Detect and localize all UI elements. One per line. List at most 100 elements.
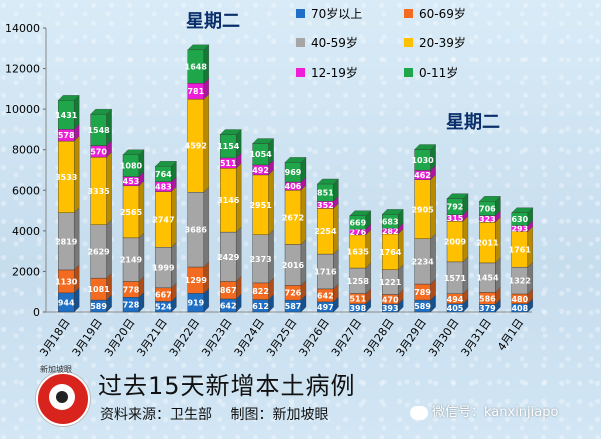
legend-swatch: [404, 68, 413, 77]
data-label: 470: [382, 295, 399, 304]
bar-top-face: [122, 149, 145, 155]
annotation-label: 星期二: [446, 112, 500, 133]
data-label: 1154: [217, 142, 240, 151]
data-label: 1299: [185, 276, 208, 285]
x-tick-label: 3月31日: [459, 316, 494, 359]
data-label: 789: [414, 288, 431, 297]
x-tick-label: 3月26日: [297, 316, 332, 359]
legend-swatch: [404, 9, 413, 18]
data-label: 379: [479, 304, 496, 313]
data-label: 1030: [411, 156, 434, 165]
data-label: 2009: [444, 238, 467, 247]
data-label: 667: [155, 291, 172, 300]
data-label: 453: [123, 177, 140, 186]
data-label: 293: [511, 224, 528, 233]
data-label: 919: [187, 299, 204, 308]
data-label: 706: [479, 204, 496, 213]
data-label: 1764: [379, 248, 402, 257]
data-label: 3335: [87, 187, 110, 196]
data-label: 726: [285, 289, 302, 298]
bar-top-face: [446, 193, 469, 199]
x-tick-label: 3月18日: [37, 316, 72, 359]
data-label: 2747: [152, 215, 174, 224]
bar-top-face: [479, 196, 501, 202]
data-label: 778: [123, 285, 140, 294]
data-label: 586: [479, 294, 496, 303]
data-label: 2629: [87, 247, 110, 256]
source-credit: 资料来源：卫生部: [100, 407, 212, 423]
data-label: 2149: [120, 256, 143, 265]
legend-label: 40-59岁: [311, 35, 358, 50]
bar-top-face: [57, 95, 80, 101]
data-label: 851: [317, 189, 334, 198]
y-tick-label: 10000: [5, 103, 40, 116]
data-label: 3686: [185, 226, 208, 235]
data-label: 480: [511, 295, 528, 304]
x-tick-label: 3月19日: [70, 316, 105, 359]
data-label: 4592: [185, 142, 207, 151]
annotation-label: 星期二: [186, 11, 240, 32]
data-label: 1322: [509, 277, 531, 286]
stacked-bar-chart: 0 2000 4000 6000 8000 10000 12000 14000 944 1130 2…: [5, 6, 534, 359]
data-label: 1081: [87, 285, 110, 294]
data-label: 728: [123, 301, 140, 310]
data-label: 969: [285, 168, 302, 177]
data-label: 323: [479, 215, 496, 224]
data-label: 2905: [411, 205, 434, 214]
x-tick-label: 3月29日: [394, 316, 429, 359]
data-label: 1548: [87, 126, 110, 135]
data-label: 2254: [314, 227, 337, 236]
data-label: 1054: [249, 150, 272, 159]
data-label: 3533: [55, 173, 77, 182]
data-label: 393: [382, 304, 399, 313]
data-label: 405: [447, 304, 464, 313]
data-label: 398: [349, 304, 366, 313]
data-label: 2016: [282, 261, 305, 270]
data-label: 2819: [55, 237, 78, 246]
legend-label: 20-39岁: [419, 35, 466, 50]
x-tick-label: 3月21日: [135, 316, 170, 359]
data-label: 612: [252, 302, 269, 311]
data-label: 492: [252, 166, 269, 175]
x-tick-label: 4月1日: [495, 316, 526, 353]
wechat-icon: [410, 405, 428, 420]
x-tick-label: 3月30日: [426, 316, 461, 359]
legend-label: 0-11岁: [419, 65, 458, 80]
bar-top-face: [317, 178, 339, 185]
bar-top-face: [381, 209, 404, 215]
y-tick-label: 14000: [5, 22, 40, 35]
legend-swatch: [404, 38, 413, 47]
data-label: 494: [447, 295, 464, 304]
data-label: 1635: [347, 247, 370, 256]
data-label: 1999: [152, 264, 175, 273]
y-tick-label: 4000: [12, 225, 40, 238]
data-label: 683: [382, 217, 399, 226]
y-tick-label: 12000: [5, 63, 40, 76]
bar-top-face: [349, 210, 372, 216]
data-label: 462: [414, 171, 431, 180]
data-label: 1716: [314, 267, 337, 276]
data-label: 764: [155, 170, 172, 179]
wechat-id: 微信号：kanxinjiapo: [410, 401, 558, 420]
y-tick-label: 2000: [12, 265, 40, 278]
bar-top-face: [284, 157, 307, 163]
data-label: 781: [187, 87, 204, 96]
bar-top-face: [187, 44, 210, 50]
legend-label: 60-69岁: [419, 6, 466, 21]
maker-credit: 制图：新加坡眼: [230, 407, 329, 423]
data-label: 578: [58, 131, 75, 140]
data-label: 2429: [217, 253, 240, 262]
data-label: 2234: [411, 257, 434, 266]
data-label: 315: [447, 214, 464, 223]
data-label: 2565: [120, 208, 143, 217]
data-label: 1130: [55, 277, 78, 286]
data-label: 669: [349, 218, 366, 227]
bar-top-face: [219, 129, 242, 135]
wechat-label: 微信号：kanxinjiapo: [432, 405, 559, 420]
bar-top-face: [90, 109, 112, 115]
data-label: 1571: [444, 274, 467, 283]
data-label: 589: [90, 302, 107, 311]
data-label: 1221: [379, 278, 402, 287]
chart-caption-title: 过去15天新增本土病例: [98, 372, 356, 400]
data-label: 642: [220, 301, 237, 310]
